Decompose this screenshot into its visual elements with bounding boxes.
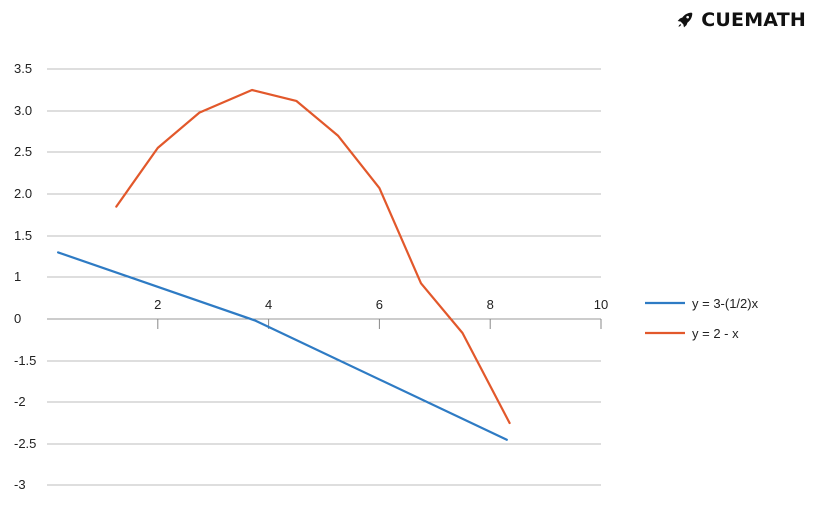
y-tick-label: 1 [14, 269, 21, 284]
brand-name: CUEMATH [701, 8, 806, 31]
y-tick-label: -3 [14, 477, 26, 492]
legend: y = 3-(1/2)x y = 2 - x [645, 296, 759, 341]
legend-label-1: y = 3-(1/2)x [692, 296, 759, 311]
x-tick-label: 4 [265, 297, 272, 312]
brand-logo: CUEMATH [675, 8, 806, 32]
y-tick-label: 3.0 [14, 103, 32, 118]
tick-labels: 3.53.02.52.01.510-1.5-2-2.5-32 4 6 8 10 [14, 61, 608, 492]
y-tick-label: 3.5 [14, 61, 32, 76]
y-tick-label: 2.0 [14, 186, 32, 201]
legend-label-2: y = 2 - x [692, 326, 739, 341]
x-tick-label: 6 [376, 297, 383, 312]
x-tick-label: 2 [154, 297, 161, 312]
x-tick-label: 8 [487, 297, 494, 312]
series-lines [56, 88, 511, 441]
y-tick-label: -2.5 [14, 436, 36, 451]
y-tick-label: 0 [14, 311, 21, 326]
y-tick-label: -2 [14, 394, 26, 409]
y-tick-label: 2.5 [14, 144, 32, 159]
rocket-icon [675, 10, 695, 30]
y-tick-label: 1.5 [14, 228, 32, 243]
y-tick-label: -1.5 [14, 353, 36, 368]
series-line-2 [115, 88, 511, 425]
axes [47, 318, 602, 329]
x-tick-label: 10 [594, 297, 608, 312]
series-line-1 [56, 251, 508, 441]
